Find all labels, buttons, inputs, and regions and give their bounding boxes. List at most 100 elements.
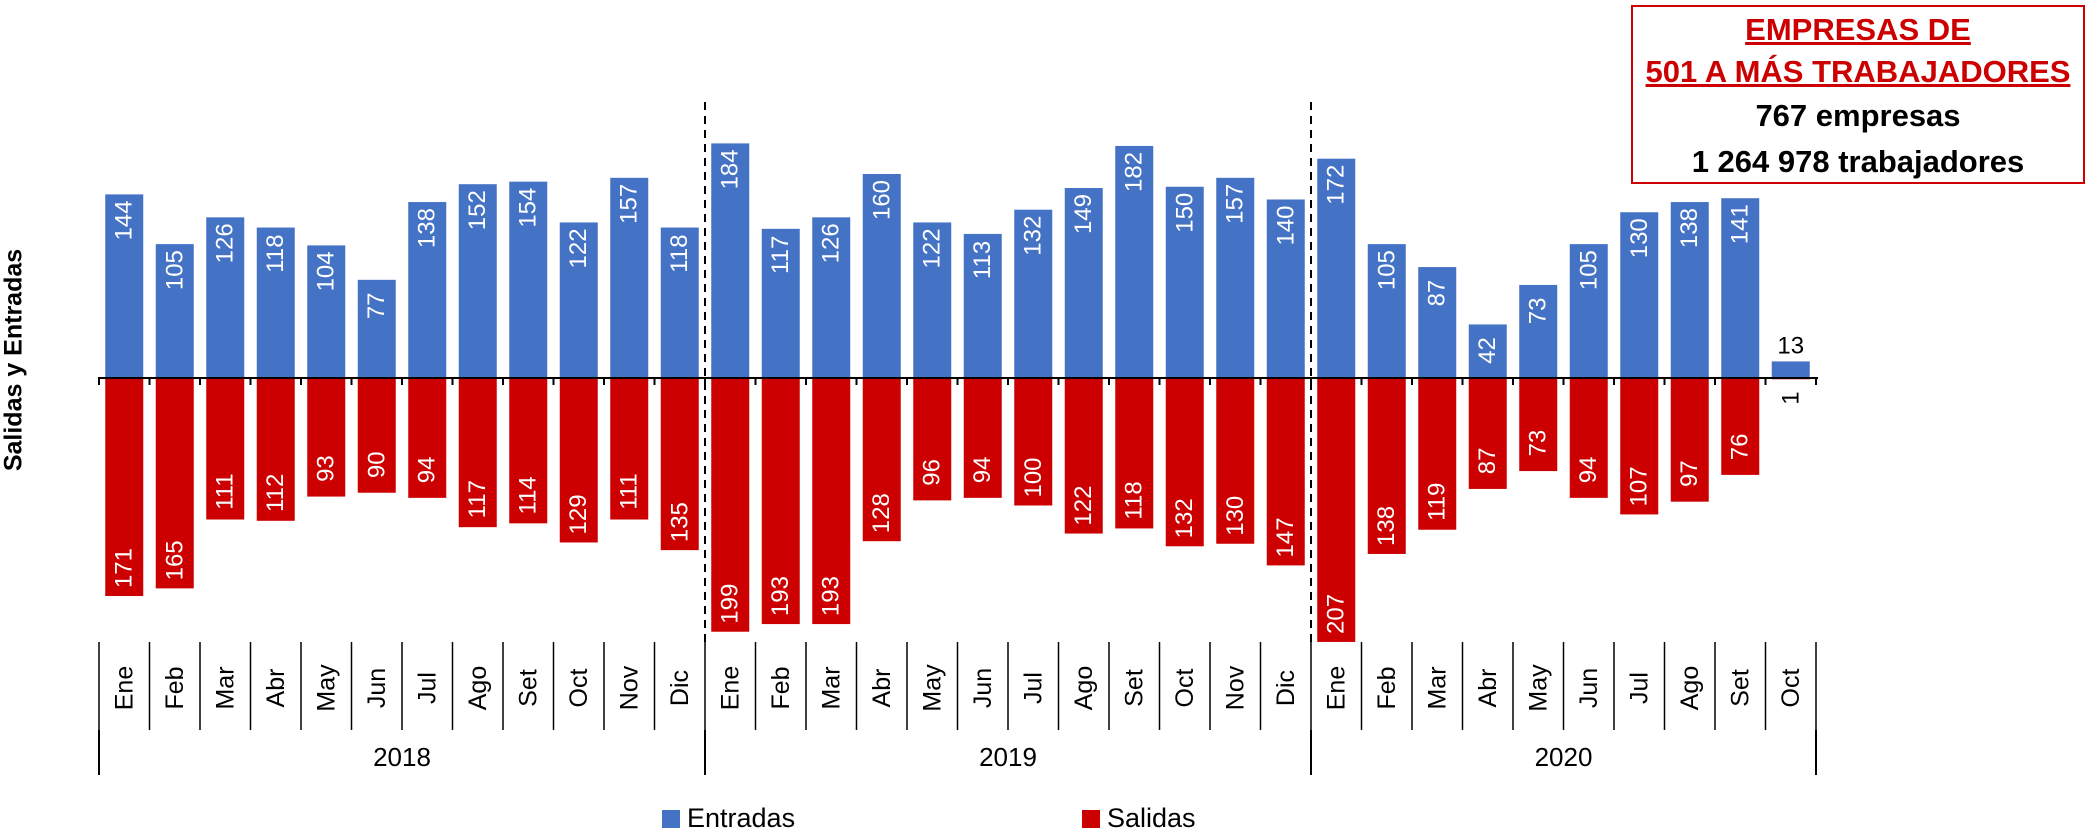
bar-entradas — [206, 217, 245, 378]
data-label-entradas: 141 — [1727, 204, 1754, 244]
bar-entradas — [559, 222, 598, 378]
bar-salidas — [1670, 378, 1709, 502]
data-label-salidas: 199 — [717, 584, 744, 624]
bar-entradas — [610, 177, 649, 378]
info-box-title-line2: 501 A MÁS TRABAJADORES — [1645, 54, 2071, 89]
bar-salidas — [1317, 378, 1356, 642]
x-tick-label: Abr — [1474, 669, 1502, 708]
bar-salidas — [509, 378, 548, 524]
data-label-entradas: 42 — [1474, 337, 1501, 364]
bar-entradas — [1468, 324, 1507, 378]
x-tick-label: Ene — [716, 666, 744, 710]
bar-entradas — [1569, 244, 1608, 378]
bar-salidas — [1216, 378, 1255, 544]
data-label-salidas: 128 — [868, 493, 895, 533]
bar-entradas — [1165, 186, 1204, 378]
bar-salidas — [458, 378, 497, 528]
x-tick-label: Dic — [1272, 670, 1300, 706]
bar-entradas — [1115, 145, 1154, 378]
bar-entradas — [862, 174, 901, 378]
x-tick-label: Feb — [1373, 666, 1401, 709]
year-label: 2018 — [373, 742, 431, 772]
info-box: EMPRESAS DE 501 A MÁS TRABAJADORES 767 e… — [1631, 5, 2085, 184]
legend-item-salidas: Salidas — [1082, 803, 1196, 834]
x-tick-label: Mar — [211, 666, 239, 709]
bar-entradas — [1216, 177, 1255, 378]
data-label-salidas: 94 — [414, 456, 441, 483]
bar-entradas — [1519, 284, 1558, 378]
bar-entradas — [963, 233, 1002, 378]
x-tick-label: Jun — [363, 668, 391, 708]
bar-entradas — [1014, 209, 1053, 378]
bar-salidas — [357, 378, 396, 493]
bar-salidas — [1266, 378, 1305, 566]
data-label-salidas: 1 — [1777, 391, 1804, 404]
data-label-entradas: 113 — [969, 241, 996, 279]
x-tick-label: May — [1524, 664, 1552, 712]
legend-label-salidas: Salidas — [1107, 803, 1196, 833]
bar-salidas — [1064, 378, 1103, 534]
data-label-salidas: 119 — [1424, 483, 1451, 521]
x-tick-label: Jun — [1575, 668, 1603, 708]
data-label-salidas: 96 — [919, 459, 946, 486]
data-label-salidas: 76 — [1727, 434, 1754, 461]
data-label-salidas: 87 — [1474, 448, 1501, 475]
data-label-entradas: 184 — [717, 149, 744, 189]
bar-salidas — [1014, 378, 1053, 506]
x-tick-label: Jun — [969, 668, 997, 708]
bar-entradas — [1367, 244, 1406, 378]
bar-entradas — [913, 222, 952, 378]
data-label-entradas: 126 — [212, 223, 239, 263]
data-label-salidas: 129 — [565, 494, 592, 534]
x-tick-label: Feb — [767, 666, 795, 709]
data-label-salidas: 111 — [212, 473, 239, 509]
bar-salidas — [155, 378, 194, 589]
data-label-entradas: 126 — [818, 223, 845, 263]
bar-entradas — [458, 184, 497, 378]
data-label-salidas: 147 — [1272, 517, 1299, 557]
bar-salidas — [1569, 378, 1608, 498]
bar-entradas — [1620, 212, 1659, 378]
x-tick-label: Mar — [817, 666, 845, 709]
x-tick-label: Nov — [1221, 665, 1249, 710]
data-label-salidas: 97 — [1676, 460, 1703, 487]
x-tick-label: Ago — [1676, 666, 1704, 710]
data-label-entradas: 138 — [1676, 208, 1703, 248]
data-label-entradas: 144 — [111, 200, 138, 240]
x-tick-label: Nov — [615, 665, 643, 710]
data-label-salidas: 114 — [515, 476, 542, 514]
x-tick-label: Abr — [262, 669, 290, 708]
data-label-salidas: 171 — [111, 548, 138, 588]
data-label-entradas: 140 — [1272, 205, 1299, 245]
data-label-entradas: 157 — [616, 184, 643, 224]
bar-salidas — [660, 378, 699, 551]
data-label-entradas: 118 — [666, 234, 693, 272]
bar-salidas — [307, 378, 346, 497]
x-tick-label: Ago — [1070, 666, 1098, 710]
data-label-salidas: 193 — [767, 576, 794, 616]
y-axis-label: Salidas y Entradas — [0, 248, 28, 472]
data-label-entradas: 160 — [868, 180, 895, 220]
data-label-salidas: 165 — [161, 540, 188, 580]
data-label-entradas: 157 — [1222, 184, 1249, 224]
data-label-salidas: 122 — [1070, 486, 1097, 526]
data-label-entradas: 73 — [1525, 298, 1552, 325]
x-tick-label: Mar — [1423, 666, 1451, 709]
data-label-salidas: 111 — [616, 473, 643, 509]
data-label-salidas: 90 — [363, 451, 390, 478]
data-label-entradas: 152 — [464, 190, 491, 230]
info-box-companies: 767 empresas — [1755, 98, 1961, 133]
data-label-salidas: 130 — [1222, 496, 1249, 536]
legend-swatch-entradas — [662, 809, 680, 828]
bar-salidas — [408, 378, 447, 498]
x-tick-label: Set — [1726, 669, 1754, 707]
x-tick-label: Set — [514, 669, 542, 707]
bar-salidas — [1468, 378, 1507, 489]
data-label-entradas: 150 — [1171, 193, 1198, 233]
data-label-salidas: 135 — [666, 502, 693, 542]
bar-entradas — [155, 244, 194, 378]
bar-salidas — [1721, 378, 1760, 475]
bar-salidas — [1367, 378, 1406, 554]
data-label-salidas: 207 — [1323, 594, 1350, 634]
data-label-salidas: 73 — [1525, 430, 1552, 457]
